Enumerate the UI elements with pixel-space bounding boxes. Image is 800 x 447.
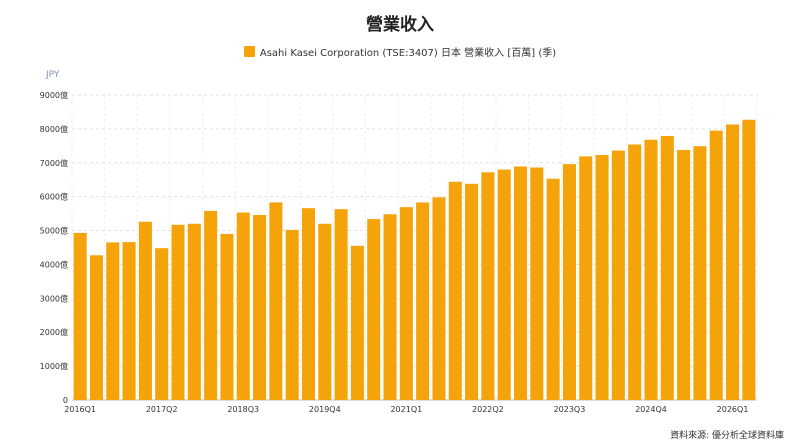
bar[interactable]	[399, 207, 413, 400]
x-tick-label: 2021Q1	[390, 405, 422, 414]
bar[interactable]	[334, 209, 348, 400]
bar[interactable]	[285, 229, 299, 400]
x-axis-ticks: 2016Q1 2017Q2 2018Q3 2019Q4 2021Q1 2022Q2 2023…	[64, 405, 748, 414]
y-tick-label: 7000億	[40, 158, 68, 168]
bar[interactable]	[122, 242, 136, 400]
bar[interactable]	[301, 208, 316, 400]
x-tick-label: 2017Q2	[146, 405, 178, 414]
x-tick-label: 2019Q4	[309, 405, 341, 414]
bar[interactable]	[236, 212, 250, 400]
y-axis-unit: JPY	[46, 70, 60, 80]
bar[interactable]	[269, 202, 283, 400]
grid-lines	[71, 94, 758, 401]
bar[interactable]	[220, 233, 234, 400]
bar[interactable]	[693, 146, 707, 400]
bar[interactable]	[155, 248, 169, 400]
x-tick-label: 2016Q1	[64, 405, 96, 414]
bar[interactable]	[677, 149, 691, 400]
bar[interactable]	[481, 172, 495, 400]
legend-swatch	[243, 46, 255, 57]
bar[interactable]	[73, 232, 87, 400]
bar[interactable]	[497, 169, 511, 400]
bar[interactable]	[187, 223, 201, 400]
y-tick-label: 5000億	[40, 226, 68, 236]
chart-title: 營業收入	[366, 15, 434, 35]
bars	[73, 119, 756, 401]
bar[interactable]	[106, 242, 120, 400]
bar[interactable]	[350, 245, 364, 400]
x-tick-label: 2024Q4	[635, 405, 667, 414]
bar[interactable]	[579, 156, 593, 400]
y-tick-label: 4000億	[40, 259, 68, 269]
bar[interactable]	[318, 223, 332, 400]
y-tick-label: 1000億	[40, 361, 68, 371]
bar[interactable]	[253, 214, 267, 400]
y-axis-ticks: 0 1000億 2000億 3000億 4000億 5000億 6000億 7000億 8000…	[40, 90, 68, 405]
bar[interactable]	[530, 167, 544, 400]
y-tick-label: 3000億	[40, 293, 68, 303]
bar[interactable]	[204, 210, 218, 400]
bar[interactable]	[546, 178, 560, 400]
x-tick-label: 2026Q1	[717, 405, 749, 414]
y-tick-label: 2000億	[40, 327, 68, 337]
bar[interactable]	[660, 136, 674, 400]
bar[interactable]	[89, 255, 103, 400]
y-tick-label: 8000億	[40, 124, 68, 134]
bar[interactable]	[709, 130, 723, 400]
bar[interactable]	[432, 197, 446, 400]
bar[interactable]	[611, 150, 625, 400]
bar[interactable]	[628, 144, 642, 400]
x-tick-label: 2023Q3	[554, 405, 586, 414]
y-tick-label: 9000億	[40, 90, 68, 100]
bar[interactable]	[138, 221, 152, 400]
bar[interactable]	[742, 119, 756, 401]
bar[interactable]	[383, 214, 397, 400]
y-tick-label: 0	[63, 396, 68, 405]
y-tick-label: 6000億	[40, 192, 68, 202]
bar[interactable]	[595, 154, 609, 400]
bar[interactable]	[644, 139, 658, 401]
bar[interactable]	[367, 219, 381, 400]
bar[interactable]	[448, 181, 462, 400]
x-tick-label: 2018Q3	[227, 405, 259, 414]
bar[interactable]	[562, 164, 576, 400]
x-tick-label: 2022Q2	[472, 405, 504, 414]
legend-label: Asahi Kasei Corporation (TSE:3407) 日本 營業…	[259, 48, 557, 59]
bar[interactable]	[171, 224, 185, 400]
bar[interactable]	[416, 202, 430, 400]
bar[interactable]	[465, 183, 479, 400]
bar[interactable]	[726, 124, 740, 400]
source-note: 資料來源: 優分析全球資料庫	[670, 431, 784, 441]
bar[interactable]	[513, 166, 528, 400]
legend[interactable]: Asahi Kasei Corporation (TSE:3407) 日本 營業…	[0, 44, 800, 59]
